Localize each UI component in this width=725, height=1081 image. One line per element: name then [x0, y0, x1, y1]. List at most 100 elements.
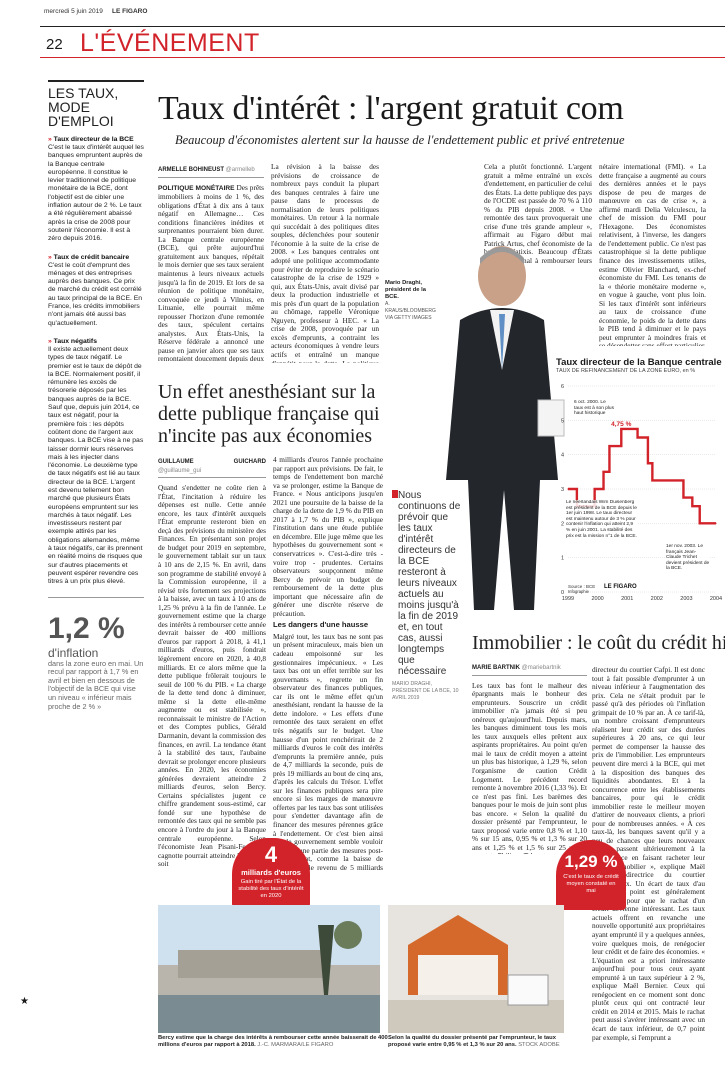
y-tick-label: 0 [561, 590, 564, 596]
paper-name: LE FIGARO [112, 8, 148, 15]
draghi-photo [430, 230, 570, 610]
inflation-stat-label: d'inflation [48, 645, 99, 660]
y-tick-label: 2 [561, 521, 564, 527]
inflation-stat-body: dans la zone euro en mai. Un recul par r… [48, 658, 144, 711]
byline: MARIE BARTNIK @mariebartnik [472, 664, 587, 676]
article2-subhead: Les dangers d'une hausse [273, 620, 369, 630]
x-tick-label: 2003 [680, 596, 692, 602]
data-point [608, 445, 611, 447]
glossary-term: » Taux de crédit bancaire [48, 253, 130, 261]
annotation-trichet: 1er nov. 2003. Le français Jean-Claude T… [666, 544, 710, 572]
rate-series-line [568, 427, 716, 525]
body-text: Les taux bas font le malheur des épargna… [472, 680, 587, 854]
stat-callout-billions: 4 milliards d'euros Gain tiré par l'État… [232, 838, 310, 908]
quote-source: MARIO DRAGHI, PRÉSIDENT DE LA BCE, 10 AV… [392, 681, 459, 701]
callout-text: C'est le taux de crédit moyen constaté e… [563, 874, 619, 894]
glossary-sidebar: LES TAUX, MODE D'EMPLOI » Taux directeur… [48, 80, 144, 1080]
sidebar-title: LES TAUX, MODE D'EMPLOI [48, 85, 119, 129]
main-headline: Taux d'intérêt : l'argent gratuit com [158, 90, 624, 127]
data-point [602, 471, 605, 473]
article2-headline: Un effet anesthésiant sur la dette publi… [158, 381, 380, 447]
article3-headline: Immobilier : le coût du crédit his [472, 632, 725, 654]
chart-infographie: Infographie [568, 589, 590, 594]
bercy-photo [158, 905, 380, 1033]
y-tick-label: 4 [561, 453, 564, 459]
x-tick-label: 2001 [621, 596, 633, 602]
x-tick-label: 2000 [591, 596, 603, 602]
glossary-item: » Taux directeur de la BCE C'est le taux… [48, 136, 144, 244]
article3-column-1: MARIE BARTNIK @mariebartnik Les taux bas… [472, 664, 587, 854]
body-text: Des prêts immobiliers à moins de 1 %, de… [158, 182, 264, 362]
body-text: Quand s'endetter ne coûte rien à l'État,… [158, 483, 266, 869]
article1-column-3: Cela a plutôt fonctionné. L'argent gratu… [484, 163, 592, 263]
glossary-term: » Taux négatifs [48, 337, 97, 345]
annotation-peak: 6 oct. 2000. Le taux est à son plus haut… [574, 400, 616, 417]
body-text: directeur du courtier Cafpi. Il est donc… [592, 666, 705, 1042]
section-rubric: 22 L'ÉVÉNEMENT [40, 26, 725, 70]
chart-subtitle: TAUX DE REFINANCEMENT DE LA ZONE EURO, e… [556, 368, 696, 374]
glossary-definition: Il existe actuellement deux types de tau… [48, 345, 144, 586]
house-caption: Selon la qualité du dossier présenté par… [388, 1035, 560, 1048]
issue-date: mercredi 5 juin 2019 [44, 8, 103, 15]
y-tick-label: 3 [561, 487, 564, 493]
callout-text: Gain tiré par l'État de la stabilité des… [238, 879, 304, 899]
chart-source: Source : BCE [568, 584, 595, 589]
body-text: Cela a plutôt fonctionné. L'argent gratu… [484, 163, 592, 263]
pull-quote: Nous continuons de prévoir que les taux … [392, 490, 462, 701]
data-point [636, 436, 639, 439]
y-tick-label: 6 [561, 384, 564, 390]
lead-in: POLITIQUE MONÉTAIRE [158, 184, 235, 192]
stat-callout-rate: 1,29 % C'est le taux de crédit moyen con… [556, 840, 626, 910]
section-title: L'ÉVÉNEMENT [80, 29, 260, 57]
callout-value: 1,29 % [564, 852, 618, 871]
glossary-definition: C'est le coût d'emprunt des ménages et d… [48, 261, 143, 327]
chart-canvas: 0 1 2 3 4 5 6 1999 2000 2001 2002 2003 2004 4,75 % 6 o… [561, 384, 722, 602]
body-text: La révision à la baisse des prévisions d… [271, 163, 379, 363]
callout-unit: milliards d'euros [241, 868, 301, 877]
byline: GUILLAUME GUICHARD @guillaume_gui [158, 458, 266, 479]
chart-title: Taux directeur de la Banque centrale [556, 357, 722, 368]
callout-value: 4 [264, 842, 278, 867]
glossary-term: » Taux directeur de la BCE [48, 136, 134, 143]
main-deck: Beaucoup d'économistes alertent sur la h… [175, 133, 625, 147]
data-point [647, 462, 649, 464]
data-point [699, 522, 701, 524]
y-tick-label: 1 [561, 556, 564, 562]
data-point [715, 522, 717, 524]
data-point [594, 488, 596, 490]
page-topline: mercredi 5 juin 2019 LE FIGARO [40, 0, 725, 20]
star-icon: ★ [20, 996, 29, 1007]
article1-column-4: nétaire international (FMI). « La dette … [599, 163, 706, 346]
draghi-illustration [446, 246, 565, 610]
article1-column-1: ARMELLE BOHINEUST @armelleb POLITIQUE MO… [158, 166, 264, 362]
body-text: Malgré tout, les taux bas ne sont pas un… [273, 631, 383, 880]
glossary-definition: C'est le taux d'intérêt auquel les banqu… [48, 144, 144, 243]
glossary-item: » Taux de crédit bancaire C'est le coût … [48, 254, 144, 328]
rate-chart: Taux directeur de la Banque centrale TAU… [556, 357, 725, 617]
article3-column-2: directeur du courtier Cafpi. Il est donc… [592, 666, 705, 1080]
x-tick-label: 1999 [562, 596, 574, 602]
bercy-illustration [158, 905, 380, 1033]
article1-column-2: La révision à la baisse des prévisions d… [271, 163, 379, 363]
chart-brand: LE FIGARO [604, 584, 637, 590]
body-text: 4 milliards d'euros l'année prochaine pa… [273, 456, 383, 618]
page-number: 22 [46, 36, 63, 53]
data-point [567, 488, 569, 490]
data-point [691, 505, 693, 507]
house-photo [388, 905, 564, 1033]
section-divider [40, 57, 725, 58]
byline: ARMELLE BOHINEUST @armelleb [158, 166, 264, 178]
glossary-item: » Taux négatifs Il existe actuellement d… [48, 338, 144, 587]
article2-column-1: GUILLAUME GUICHARD @guillaume_gui Quand … [158, 458, 266, 900]
peak-label: 4,75 % [611, 421, 631, 428]
x-tick-label: 2004 [710, 596, 722, 602]
data-point [682, 496, 685, 499]
body-text: nétaire international (FMI). « La dette … [599, 163, 706, 346]
quote-text: Nous continuons de prévoir que les taux … [398, 490, 461, 677]
bercy-caption: Bercy estime que la charge des intérêts … [158, 1035, 388, 1048]
annotation-duisenberg: Le néerlandais Wim Duisenberg est présid… [566, 500, 638, 540]
photo-credit: A. KRAUS/BLOOMBERG VIA GETTY IMAGES [385, 301, 436, 321]
data-point [620, 428, 622, 430]
article2-column-2: 4 milliards d'euros l'année prochaine pa… [273, 456, 383, 901]
data-point [651, 479, 653, 482]
